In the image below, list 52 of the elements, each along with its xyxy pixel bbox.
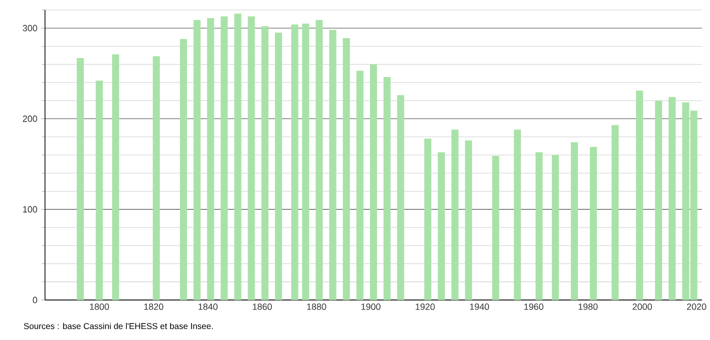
bar — [316, 20, 323, 300]
y-tick-label: 100 — [23, 206, 38, 213]
x-tick-label: 1860 — [252, 304, 272, 310]
bar — [261, 26, 268, 300]
bar — [438, 152, 445, 300]
bar — [234, 14, 242, 300]
bar — [590, 146, 597, 300]
bar — [636, 90, 644, 300]
bar — [552, 154, 559, 300]
bar — [464, 140, 472, 300]
bar — [329, 30, 336, 300]
bar — [612, 125, 619, 300]
x-tick-label: 1820 — [144, 304, 164, 310]
x-tick-label: 1900 — [361, 304, 380, 310]
bar — [274, 32, 282, 300]
x-tick-label: 2020 — [687, 304, 706, 310]
bar — [492, 156, 500, 300]
bar — [194, 20, 201, 300]
bar — [291, 24, 298, 300]
x-tick-label: 1800 — [90, 304, 109, 310]
bar — [76, 58, 84, 300]
x-tick-label: 1880 — [307, 304, 326, 310]
y-tick-label: 0 — [32, 296, 38, 304]
bar — [668, 96, 676, 300]
x-tick-label: 1980 — [578, 304, 598, 310]
bar — [248, 16, 255, 300]
bar — [370, 64, 378, 300]
bar — [424, 138, 432, 300]
x-tick-label: 2000 — [632, 304, 652, 310]
bar — [570, 142, 578, 300]
bar — [152, 56, 160, 300]
bar — [207, 18, 214, 300]
bar — [514, 130, 521, 300]
y-tick-label: 200 — [22, 116, 38, 122]
x-tick-label: 1940 — [470, 304, 490, 310]
x-tick-label: 1920 — [416, 304, 435, 310]
bar — [342, 38, 350, 300]
bar — [397, 95, 404, 300]
bar — [384, 77, 391, 300]
bar — [451, 130, 458, 300]
y-tick-label: 300 — [22, 24, 38, 32]
bar — [112, 54, 120, 300]
x-tick-label: 1960 — [524, 304, 544, 310]
x-tick-label: 1840 — [198, 304, 218, 310]
bar — [96, 80, 103, 300]
bar — [180, 38, 187, 300]
bar — [302, 24, 310, 300]
bar — [655, 100, 662, 300]
bar — [356, 70, 364, 300]
source-note: Sources : base Cassini de l'EHESS et base Insee. — [24, 322, 213, 330]
bar — [536, 152, 543, 300]
bar — [220, 16, 228, 300]
